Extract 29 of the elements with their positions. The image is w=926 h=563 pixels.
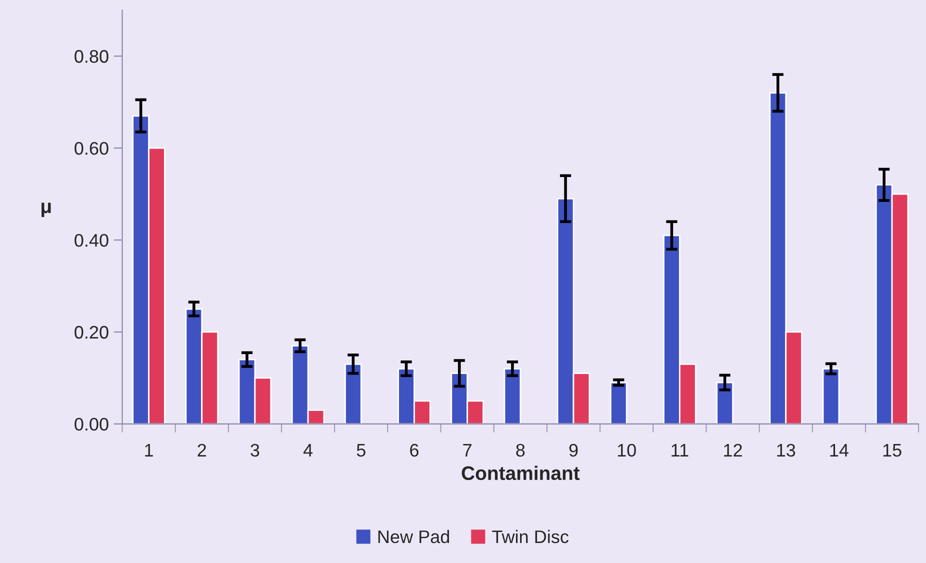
y-tick-label: 0.20 — [74, 326, 108, 339]
x-tick-label: 2 — [198, 444, 206, 456]
bar — [822, 368, 840, 424]
x-tick-label: 4 — [303, 444, 313, 456]
bar — [344, 363, 362, 424]
x-tick-label: 14 — [830, 444, 848, 456]
x-tick-label: 9 — [569, 444, 578, 457]
x-tick-label: 6 — [410, 444, 418, 457]
y-tick-label: 0.00 — [74, 418, 108, 431]
x-tick-label: 1 — [145, 444, 153, 456]
x-tick-label: 5 — [356, 444, 366, 457]
bar — [610, 382, 628, 424]
y-tick-label: 0.80 — [74, 50, 108, 63]
bar — [716, 382, 734, 424]
x-tick-label: 8 — [516, 444, 525, 457]
bar — [504, 368, 522, 424]
x-axis-title: Contaminant — [462, 466, 580, 480]
x-tick-label: 7 — [463, 444, 472, 456]
legend-label: Twin Disc — [492, 530, 568, 544]
x-tick-label: 12 — [724, 444, 742, 456]
x-tick-label: 11 — [672, 444, 688, 456]
y-axis-title: μ — [42, 202, 51, 217]
legend-label: New Pad — [378, 530, 450, 544]
x-tick-label: 10 — [618, 444, 636, 457]
x-tick-label: 3 — [250, 444, 260, 457]
x-tick-label: 13 — [777, 444, 796, 457]
y-tick-label: 0.60 — [74, 142, 108, 155]
x-tick-label: 15 — [883, 444, 902, 457]
y-tick-label: 0.40 — [74, 234, 108, 247]
